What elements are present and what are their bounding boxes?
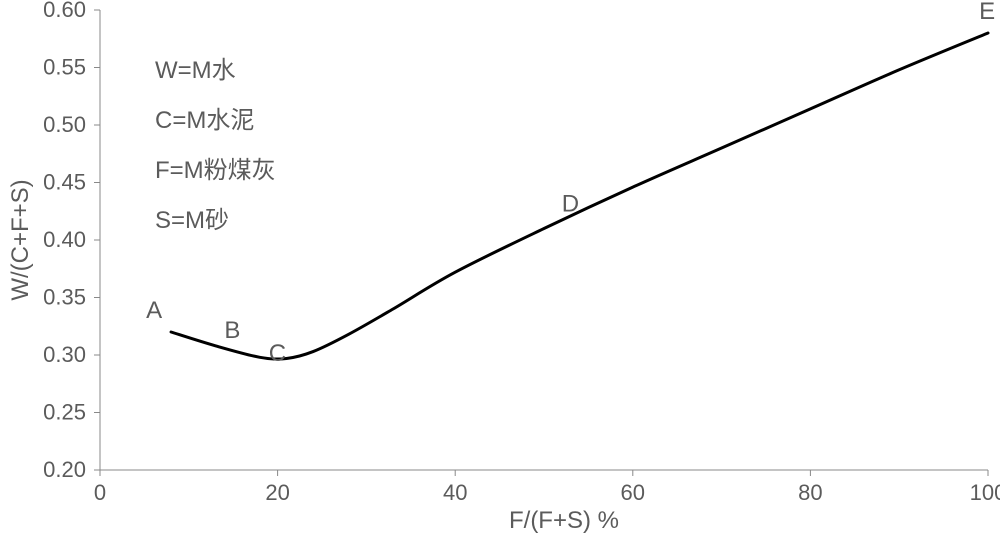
point-label-d: D bbox=[562, 190, 579, 217]
y-tick-label: 0.25 bbox=[43, 400, 86, 425]
y-tick-label: 0.20 bbox=[43, 457, 86, 482]
chart-svg: 0 20 40 60 80 100 0.20 0.25 0.30 0.35 0.40 0.45 0.50… bbox=[0, 0, 1000, 538]
point-label-e: E bbox=[979, 0, 995, 25]
legend-entry: W=M水 bbox=[155, 57, 236, 84]
x-tick-label: 60 bbox=[621, 480, 645, 505]
legend-entry: S=M砂 bbox=[155, 207, 229, 234]
x-tick-label: 100 bbox=[970, 480, 1000, 505]
x-tick-label: 0 bbox=[94, 480, 106, 505]
x-axis-label: F/(F+S) % bbox=[509, 507, 619, 534]
y-tick-label: 0.35 bbox=[43, 285, 86, 310]
legend-entry: C=M水泥 bbox=[155, 107, 254, 134]
y-tick-label: 0.30 bbox=[43, 342, 86, 367]
data-curve bbox=[171, 33, 988, 359]
chart-container: 0 20 40 60 80 100 0.20 0.25 0.30 0.35 0.40 0.45 0.50… bbox=[0, 0, 1000, 538]
y-axis-label: W/(C+F+S) bbox=[7, 179, 34, 300]
y-tick-label: 0.60 bbox=[43, 0, 86, 22]
legend-entry: F=M粉煤灰 bbox=[155, 157, 276, 184]
y-tick-label: 0.50 bbox=[43, 112, 86, 137]
x-tick-label: 80 bbox=[798, 480, 822, 505]
point-label-c: C bbox=[269, 340, 286, 367]
y-tick-label: 0.45 bbox=[43, 170, 86, 195]
x-tick-label: 40 bbox=[443, 480, 467, 505]
x-tick-label: 20 bbox=[265, 480, 289, 505]
point-label-b: B bbox=[224, 317, 240, 344]
y-tick-label: 0.55 bbox=[43, 55, 86, 80]
point-label-a: A bbox=[146, 297, 162, 324]
y-tick-label: 0.40 bbox=[43, 227, 86, 252]
